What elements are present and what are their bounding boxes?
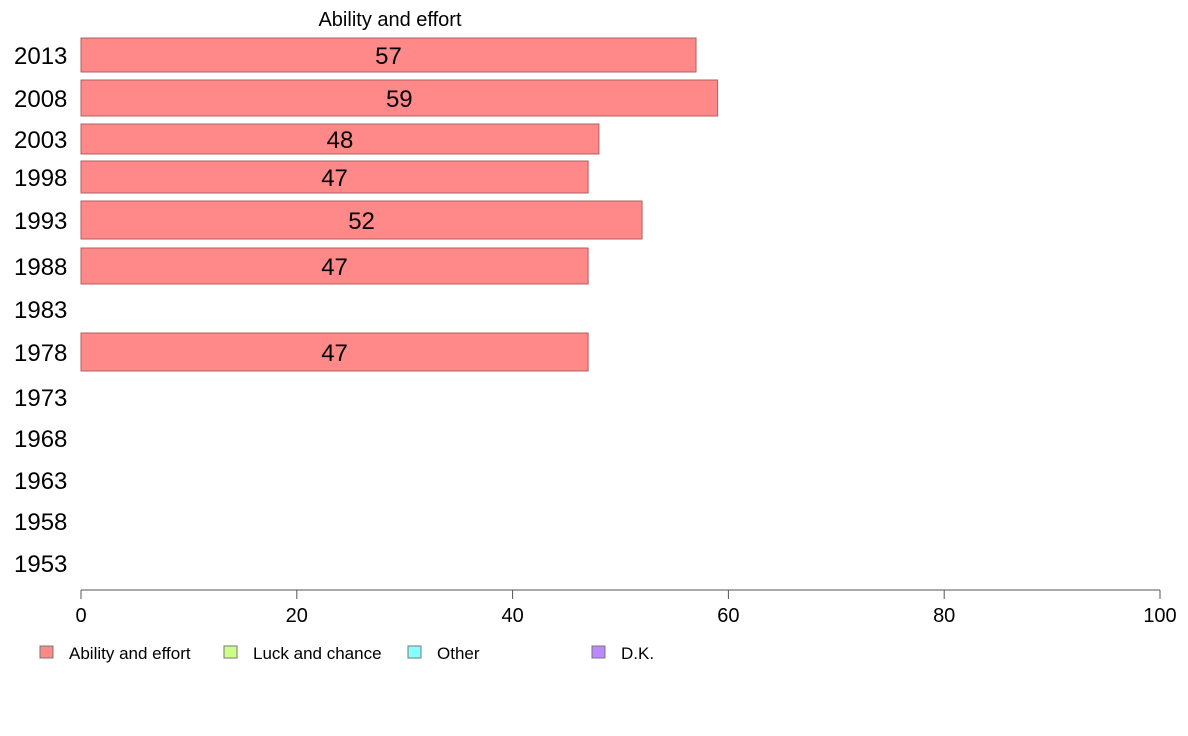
bar-2003 [80,123,600,155]
bar-value-label-2003: 48 [327,127,354,154]
legend-label-1: Luck and chance [253,644,382,663]
chart-title: Ability and effort [318,9,461,31]
legend-label-3: D.K. [621,644,654,663]
category-label-2003: 2003 [14,127,67,154]
bar-2008 [80,79,719,117]
x-tick-label-0: 0 [75,605,86,627]
x-tick-label-60: 60 [717,605,739,627]
category-labels: 2013 2008 2003 1998 1993 1988 1983 1978 1973 1968… [14,43,67,578]
legend-swatch-1 [223,645,238,659]
bar-value-label-1998: 47 [321,165,348,192]
x-axis: 0 20 40 60 80 100 [75,589,1177,627]
legend-label-0: Ability and effort [69,644,191,663]
x-tick-label-40: 40 [501,605,523,627]
category-label-1998: 1998 [14,165,67,192]
category-label-2008: 2008 [14,86,67,113]
category-label-1993: 1993 [14,208,67,235]
bar-1988 [80,247,589,285]
bar-1993 [80,200,643,240]
category-label-1988: 1988 [14,254,67,281]
category-label-2013: 2013 [14,43,67,70]
x-tick-label-100: 100 [1143,605,1176,627]
category-label-1963: 1963 [14,468,67,495]
category-label-1978: 1978 [14,340,67,367]
legend: Ability and effort Luck and chance Other D.… [39,644,654,663]
category-label-1968: 1968 [14,426,67,453]
bar-1998 [80,160,589,194]
bar-value-label-1978: 47 [321,340,348,367]
x-tick-label-20: 20 [286,605,308,627]
legend-label-2: Other [437,644,480,663]
bar-value-label-2013: 57 [375,43,402,70]
bar-1978 [80,332,589,372]
bar-value-label-1988: 47 [321,254,348,281]
category-label-1983: 1983 [14,297,67,324]
bar-2013 [80,37,697,73]
category-label-1958: 1958 [14,509,67,536]
legend-swatch-2 [407,645,422,659]
category-label-1973: 1973 [14,385,67,412]
bar-value-label-1993: 52 [348,208,375,235]
bar-value-label-2008: 59 [386,86,413,113]
legend-swatch-3 [591,645,606,659]
legend-swatch-0 [39,645,54,659]
category-label-1953: 1953 [14,551,67,578]
x-tick-label-80: 80 [933,605,955,627]
